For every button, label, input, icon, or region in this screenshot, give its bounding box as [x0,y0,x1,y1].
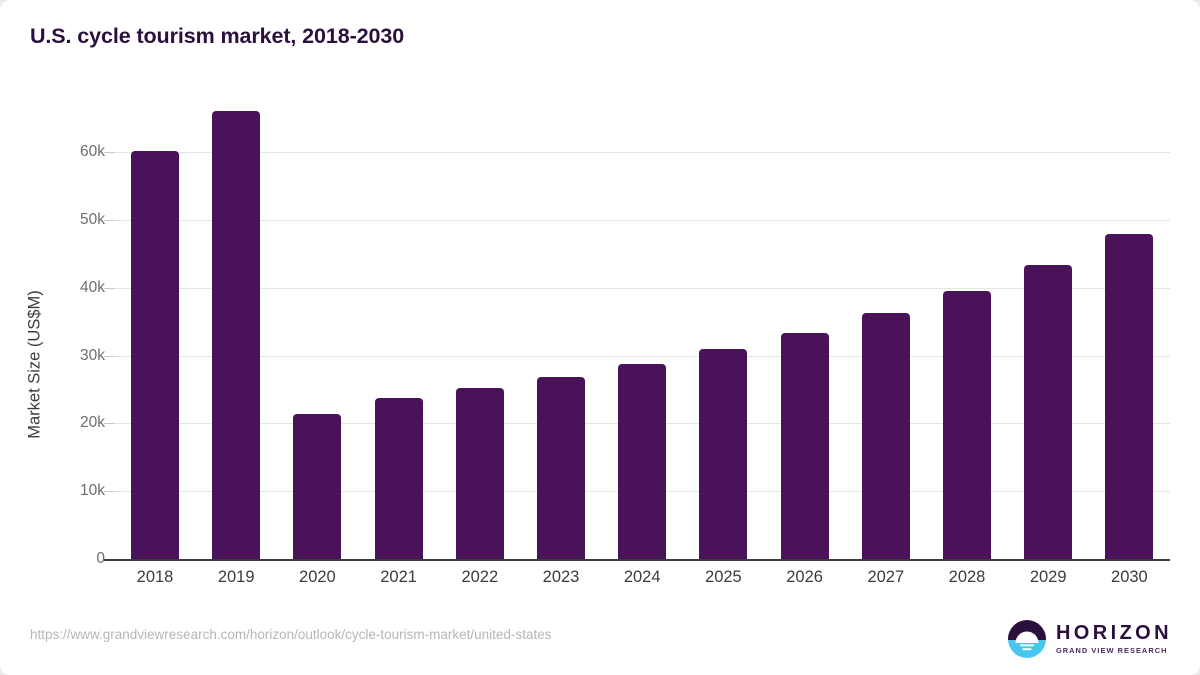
x-tick-label-2027: 2027 [867,568,905,586]
bar-2028[interactable] [943,291,991,559]
x-tick-label-2024: 2024 [623,568,661,586]
bar-2029[interactable] [1024,265,1073,559]
x-tick-label-2019: 2019 [217,568,255,586]
x-tick-label-2029: 2029 [1029,568,1067,586]
y-tick-label: 40k [80,278,105,296]
logo-word: HORIZON [1055,622,1172,645]
bar-2022[interactable] [455,388,504,559]
gridline [113,152,1170,153]
horizon-logo: HORIZON GRAND VIEW RESEARCH [1007,617,1172,661]
gridline [113,287,1170,289]
bar-2027[interactable] [861,312,910,559]
y-tick-mark [104,219,114,221]
x-tick-label-2028: 2028 [948,568,986,586]
y-tick-mark [104,423,114,425]
bar-2018[interactable] [131,150,179,559]
bar-2026[interactable] [780,333,829,559]
x-tick-label-2030: 2030 [1111,568,1148,586]
x-tick-label-2025: 2025 [705,568,742,586]
bar-2030[interactable] [1105,234,1154,559]
x-tick-label-2021: 2021 [380,568,417,586]
x-axis-line [104,559,1170,561]
bar-2025[interactable] [699,348,748,559]
y-tick-label: 60k [80,143,105,160]
logo-subtitle: GRAND VIEW RESEARCH [1055,646,1168,656]
gridline [113,355,1170,357]
x-tick-label-2023: 2023 [542,568,580,586]
y-tick-label: 50k [80,210,105,228]
x-tick-label-2026: 2026 [786,568,823,586]
bar-2021[interactable] [374,397,423,559]
bar-2019[interactable] [212,110,261,559]
bar-2020[interactable] [293,413,342,559]
x-tick-label-2022: 2022 [461,568,499,586]
y-tick-label: 20k [80,414,105,432]
source-url[interactable]: https://www.grandviewresearch.com/horizo… [30,627,552,642]
y-tick-mark [104,152,114,153]
logo-wordmark: HORIZON GRAND VIEW RESEARCH [1056,623,1172,654]
y-tick-mark [104,491,114,493]
y-tick-mark [104,287,114,289]
horizon-sun-logo-icon [1007,620,1046,658]
gridline [113,219,1170,221]
x-tick-label-2018: 2018 [136,568,174,586]
x-tick-label-2020: 2020 [299,568,336,586]
y-tick-mark [104,355,114,357]
bar-2023[interactable] [537,377,585,559]
y-tick-label: 10k [80,482,105,500]
bar-2024[interactable] [618,363,667,559]
page-title: U.S. cycle tourism market, 2018-2030 [30,24,405,48]
y-tick-label: 0 [96,550,105,567]
y-tick-label: 30k [80,346,105,364]
